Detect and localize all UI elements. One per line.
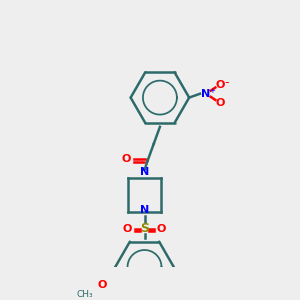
Text: +: + <box>209 88 215 94</box>
Text: N: N <box>140 205 149 215</box>
Text: O: O <box>123 224 132 234</box>
Text: CH₃: CH₃ <box>77 290 94 299</box>
Text: N: N <box>202 89 211 99</box>
Text: N: N <box>140 167 149 176</box>
Text: S: S <box>140 222 149 235</box>
Text: -: - <box>224 76 228 89</box>
Text: O: O <box>157 224 166 234</box>
Text: O: O <box>98 280 107 290</box>
Text: O: O <box>121 154 131 164</box>
Text: O: O <box>215 80 225 89</box>
Text: O: O <box>215 98 225 108</box>
